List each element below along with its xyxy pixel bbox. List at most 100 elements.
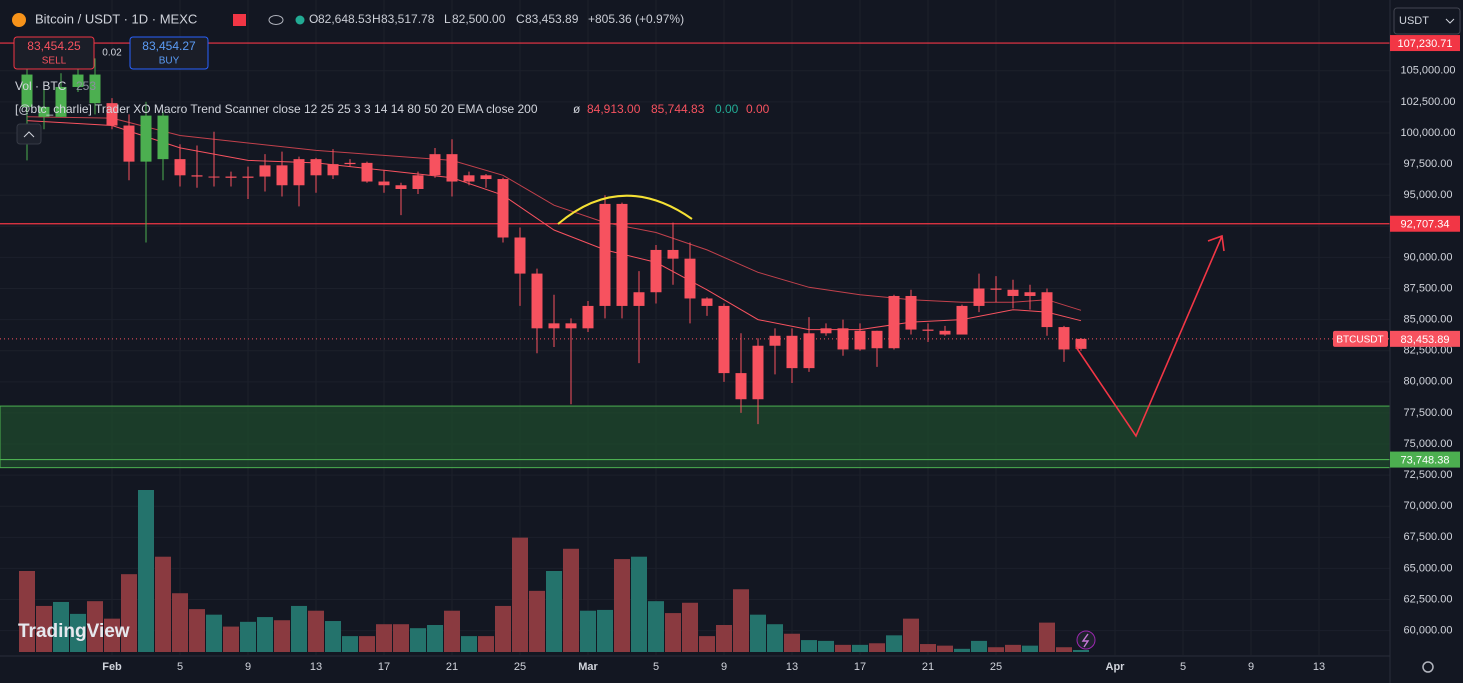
candle-body [463, 175, 475, 182]
buy-button[interactable] [129, 36, 209, 70]
volume-bar [19, 571, 35, 652]
volume-bar [529, 590, 545, 652]
volume-bar [784, 633, 800, 652]
candle-body [667, 249, 679, 259]
level-label-bg [1390, 35, 1460, 52]
level-label-bg [1390, 215, 1460, 232]
symbol-title: Bitcoin / USDT · 1D · MEXC [35, 11, 197, 26]
candle-body [1007, 289, 1019, 296]
indicator-value: 84,913.00 [587, 102, 641, 116]
indicator-symbol: ø [573, 102, 581, 116]
flag-icon[interactable] [233, 14, 246, 26]
volume-bar [172, 593, 188, 652]
indicator-value: 0.00 [746, 102, 770, 116]
candle-body [191, 175, 203, 177]
candle-body [735, 373, 747, 400]
volume-legend: Vol · BTC [15, 79, 67, 93]
y-tick-label: 70,000.00 [1404, 500, 1453, 512]
candle-body [140, 115, 152, 162]
candle-body [21, 74, 33, 107]
y-tick-label: 90,000.00 [1404, 251, 1453, 263]
volume-bar [325, 621, 341, 652]
candle-body [1024, 292, 1036, 296]
volume-bar [1073, 649, 1089, 652]
eye-icon[interactable] [268, 15, 284, 25]
volume-bar [903, 618, 919, 652]
x-tick-label: 25 [514, 661, 526, 673]
volume-bar [750, 614, 766, 652]
volume-bar [121, 574, 137, 652]
alert-icon[interactable] [1076, 630, 1096, 650]
volume-bar [53, 601, 69, 652]
volume-bar [767, 624, 783, 652]
last-price-name: BTCUSDT [1336, 334, 1383, 345]
buy-price: 83,454.27 [142, 39, 196, 53]
sell-price: 83,454.25 [27, 39, 81, 53]
buy-label: BUY [159, 56, 180, 67]
plot-area [0, 42, 1391, 652]
volume-bar [1005, 644, 1021, 652]
settings-icon[interactable] [1422, 661, 1434, 673]
candle-body [412, 175, 424, 189]
candle-body [259, 165, 271, 177]
watermark: TradingView [18, 621, 130, 642]
ohlc-value: 82,500.00 [452, 12, 506, 26]
indicator-value: 0.00 [715, 102, 739, 116]
candle-body [905, 295, 917, 330]
ohlc-value: 82,648.53 [318, 12, 372, 26]
candle-body [344, 162, 356, 165]
volume-bar [376, 624, 392, 652]
candle-body [956, 305, 968, 335]
volume-bar [308, 610, 324, 652]
x-tick-label: 13 [786, 661, 798, 673]
candle-body [718, 305, 730, 374]
candle-body [395, 185, 407, 189]
x-tick-label: Mar [578, 661, 598, 673]
volume-bar [87, 601, 103, 652]
sell-label: SELL [42, 56, 67, 67]
ohlc-key: O [309, 12, 318, 26]
currency-dropdown[interactable] [1393, 7, 1461, 35]
candle-body [106, 103, 118, 126]
volume-bar [240, 621, 256, 652]
volume-bar [444, 610, 460, 652]
volume-bar [954, 648, 970, 652]
alert-bolt [1081, 633, 1090, 648]
y-tick-label: 95,000.00 [1404, 189, 1453, 201]
ohlc-value: 83,517.78 [381, 12, 435, 26]
candle-body [446, 154, 458, 182]
volume-bar [495, 605, 511, 652]
candle-body [769, 335, 781, 346]
candle-body [55, 86, 67, 117]
y-tick-label: 97,500.00 [1404, 158, 1453, 170]
candle-body [310, 159, 322, 176]
drawing-arrow [1075, 234, 1225, 438]
volume-bar [104, 618, 120, 652]
x-tick-label: 21 [446, 661, 458, 673]
status-dot [295, 15, 305, 25]
candle-body [582, 305, 594, 329]
candle-body [973, 288, 985, 306]
volume-bar [682, 602, 698, 652]
symbol-icon [12, 13, 26, 27]
candle-body [1058, 327, 1070, 350]
candle-body [429, 154, 441, 176]
volume-bar [223, 626, 239, 652]
drawing-arc [557, 194, 693, 225]
volume-bar [971, 640, 987, 652]
last-price-label: 83,453.89 [1401, 334, 1450, 346]
y-tick-label: 72,500.00 [1404, 469, 1453, 481]
candle-body [514, 237, 526, 274]
volume-bar [920, 644, 936, 652]
y-tick-label: 75,000.00 [1404, 438, 1453, 450]
volume-bar [988, 647, 1004, 652]
sell-button[interactable] [13, 36, 95, 70]
x-tick-label: 5 [653, 661, 659, 673]
x-tick-label: 21 [922, 661, 934, 673]
collapse-button[interactable] [16, 123, 42, 145]
volume-bar [291, 605, 307, 652]
candle-body [327, 164, 339, 176]
ohlc-key: H [372, 12, 381, 26]
x-tick-label: 13 [1313, 661, 1325, 673]
